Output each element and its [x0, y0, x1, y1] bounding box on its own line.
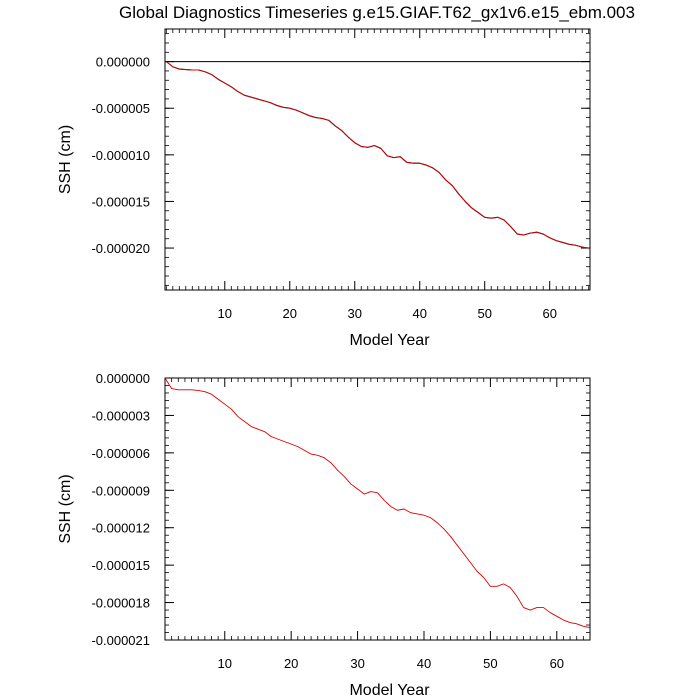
- y-tick-label: -0.000020: [91, 241, 150, 256]
- y-tick-label: -0.000015: [91, 194, 150, 209]
- x-tick-label: 10: [218, 656, 232, 671]
- y-tick-label: -0.000005: [91, 101, 150, 116]
- y-tick-label: -0.000012: [91, 521, 150, 536]
- y-tick-label: -0.000006: [91, 446, 150, 461]
- y-axis-label: SSH (cm): [57, 125, 74, 194]
- x-axis-label: Model Year: [349, 332, 430, 349]
- plot-frame: [164, 28, 591, 291]
- y-tick-label: 0.000000: [96, 371, 150, 386]
- x-tick-label: 60: [542, 306, 556, 321]
- series-line-annual-mean: [166, 61, 589, 249]
- plot-frame: [164, 377, 591, 641]
- x-tick-label: 40: [413, 306, 427, 321]
- series-line-annual-mean: [164, 377, 591, 628]
- y-axis-label: SSH (cm): [57, 474, 74, 543]
- y-tick-label: -0.000015: [91, 558, 150, 573]
- y-tick-label: -0.000003: [91, 408, 150, 423]
- x-tick-label: 40: [417, 656, 431, 671]
- x-tick-label: 30: [350, 656, 364, 671]
- x-tick-label: 50: [477, 306, 491, 321]
- y-tick-label: -0.000021: [91, 633, 150, 648]
- x-tick-label: 60: [550, 656, 564, 671]
- x-tick-label: 30: [348, 306, 362, 321]
- y-tick-label: -0.000018: [91, 596, 150, 611]
- x-tick-label: 20: [284, 656, 298, 671]
- bottom-panel: 10 20 30 40 50 60 0.000000 -0.000003 -0.000006 -0…: [57, 371, 591, 699]
- x-tick-label: 10: [218, 306, 232, 321]
- chart-title: Global Diagnostics Timeseries g.e15.GIAF…: [119, 3, 635, 22]
- y-tick-label: -0.000010: [91, 148, 150, 163]
- top-panel: 10 20 30 40 50 60 0.000000 -0.000005 -0.000010 -0…: [57, 28, 591, 349]
- x-tick-label: 20: [283, 306, 297, 321]
- series-line-monthly: [165, 61, 589, 249]
- x-tick-label: 50: [483, 656, 497, 671]
- y-tick-label: 0.000000: [96, 55, 150, 70]
- x-axis-label: Model Year: [349, 682, 430, 699]
- y-tick-label: -0.000009: [91, 483, 150, 498]
